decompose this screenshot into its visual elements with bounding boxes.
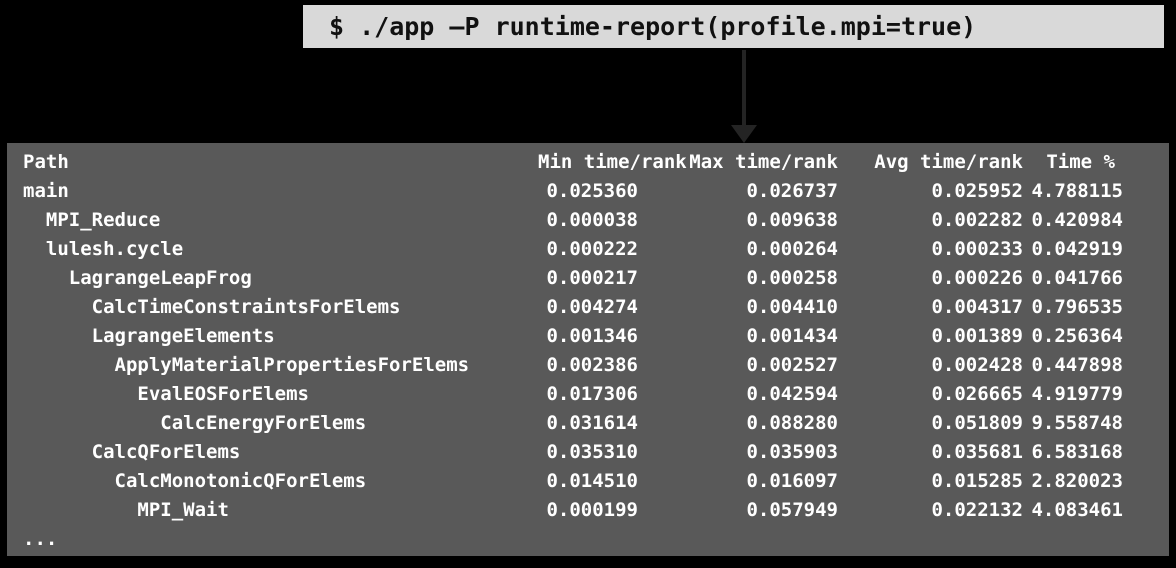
table-row: MPI_Reduce 0.000038 0.009638 0.002282 0.4209…	[23, 206, 1123, 235]
time-percent-cell: 0.041766	[1031, 267, 1123, 289]
avg-time-cell: 0.051809	[931, 412, 1023, 434]
min-time-cell: 0.014510	[546, 470, 638, 492]
runtime-report-table: Path Min time/rank Max time/rank Avg tim…	[23, 148, 1123, 554]
time-percent-cell: 4.788115	[1031, 180, 1123, 202]
avg-time-cell: 0.000226	[931, 267, 1023, 289]
max-time-cell: 0.016097	[746, 470, 838, 492]
column-header-avg-time-rank: Avg time/rank	[874, 151, 1023, 173]
table-body: main 0.025360 0.026737 0.025952 4.788115 MPI…	[23, 177, 1123, 554]
arrow-shaft	[742, 50, 746, 126]
table-row: CalcEnergyForElems 0.031614 0.088280 0.0518…	[23, 409, 1123, 438]
table-header-row: Path Min time/rank Max time/rank Avg tim…	[23, 148, 1123, 177]
avg-time-cell: 0.025952	[931, 180, 1023, 202]
column-header-path: Path	[23, 151, 69, 173]
path-cell: CalcQForElems	[23, 441, 241, 463]
min-time-cell: 0.004274	[546, 296, 638, 318]
max-time-cell: 0.035903	[746, 441, 838, 463]
table-row: LagrangeElements 0.001346 0.001434 0.001389…	[23, 322, 1123, 351]
max-time-cell: 0.026737	[746, 180, 838, 202]
min-time-cell: 0.000199	[546, 499, 638, 521]
max-time-cell: 0.000264	[746, 238, 838, 260]
time-percent-cell: 0.420984	[1031, 209, 1123, 231]
min-time-cell: 0.002386	[546, 354, 638, 376]
min-time-cell: 0.025360	[546, 180, 638, 202]
path-cell: ApplyMaterialPropertiesForElems	[23, 354, 470, 376]
arrow-head	[731, 125, 757, 143]
max-time-cell: 0.042594	[746, 383, 838, 405]
truncation-ellipsis: ...	[23, 528, 58, 550]
time-percent-cell: 6.583168	[1031, 441, 1123, 463]
time-percent-cell: 9.558748	[1031, 412, 1123, 434]
time-percent-cell: 4.083461	[1031, 499, 1123, 521]
path-cell: LagrangeElements	[23, 325, 275, 347]
path-cell: CalcMonotonicQForElems	[23, 470, 367, 492]
table-row: lulesh.cycle 0.000222 0.000264 0.000233 0.04…	[23, 235, 1123, 264]
table-row: MPI_Wait 0.000199 0.057949 0.022132 4.083461	[23, 496, 1123, 525]
avg-time-cell: 0.022132	[931, 499, 1023, 521]
max-time-cell: 0.000258	[746, 267, 838, 289]
path-cell: MPI_Reduce	[23, 209, 161, 231]
path-cell: main	[23, 180, 69, 202]
path-cell: LagrangeLeapFrog	[23, 267, 252, 289]
command-box: $ ./app –P runtime-report(profile.mpi=tr…	[303, 5, 1164, 48]
time-percent-cell: 4.919779	[1031, 383, 1123, 405]
table-row: LagrangeLeapFrog 0.000217 0.000258 0.000226…	[23, 264, 1123, 293]
column-header-time-percent: Time %	[1046, 151, 1115, 173]
table-row: ApplyMaterialPropertiesForElems 0.002386 0…	[23, 351, 1124, 380]
min-time-cell: 0.000222	[546, 238, 638, 260]
max-time-cell: 0.004410	[746, 296, 838, 318]
avg-time-cell: 0.002428	[931, 354, 1023, 376]
column-header-min-time-rank: Min time/rank	[538, 151, 687, 173]
path-cell: CalcEnergyForElems	[23, 412, 367, 434]
column-header-max-time-rank: Max time/rank	[689, 151, 838, 173]
table-row: CalcMonotonicQForElems 0.014510 0.016097 0.…	[23, 467, 1124, 496]
max-time-cell: 0.001434	[746, 325, 838, 347]
min-time-cell: 0.035310	[546, 441, 638, 463]
avg-time-cell: 0.000233	[931, 238, 1023, 260]
path-cell: lulesh.cycle	[23, 238, 184, 260]
min-time-cell: 0.017306	[546, 383, 638, 405]
command-text: $ ./app –P runtime-report(profile.mpi=tr…	[329, 12, 977, 41]
path-cell: CalcTimeConstraintsForElems	[23, 296, 401, 318]
time-percent-cell: 0.256364	[1031, 325, 1123, 347]
avg-time-cell: 0.035681	[931, 441, 1023, 463]
max-time-cell: 0.057949	[746, 499, 838, 521]
path-cell: EvalEOSForElems	[23, 383, 309, 405]
min-time-cell: 0.031614	[546, 412, 638, 434]
avg-time-cell: 0.002282	[931, 209, 1023, 231]
avg-time-cell: 0.001389	[931, 325, 1023, 347]
down-arrow-icon	[731, 50, 757, 143]
avg-time-cell: 0.026665	[931, 383, 1023, 405]
max-time-cell: 0.002527	[746, 354, 838, 376]
avg-time-cell: 0.015285	[931, 470, 1023, 492]
max-time-cell: 0.009638	[746, 209, 838, 231]
time-percent-cell: 0.796535	[1031, 296, 1123, 318]
table-row: EvalEOSForElems 0.017306 0.042594 0.026665 4…	[23, 380, 1123, 409]
table-row: CalcQForElems 0.035310 0.035903 0.035681 6.5…	[23, 438, 1123, 467]
table-row: main 0.025360 0.026737 0.025952 4.788115	[23, 177, 1123, 206]
min-time-cell: 0.001346	[546, 325, 638, 347]
table-row: CalcTimeConstraintsForElems 0.004274 0.004…	[23, 293, 1123, 322]
time-percent-cell: 0.042919	[1031, 238, 1123, 260]
time-percent-cell: 2.820023	[1031, 470, 1123, 492]
truncation-row: ...	[23, 525, 1123, 554]
max-time-cell: 0.088280	[746, 412, 838, 434]
path-cell: MPI_Wait	[23, 499, 229, 521]
avg-time-cell: 0.004317	[931, 296, 1023, 318]
min-time-cell: 0.000217	[546, 267, 638, 289]
terminal-output-panel: Path Min time/rank Max time/rank Avg tim…	[7, 143, 1169, 556]
min-time-cell: 0.000038	[546, 209, 638, 231]
time-percent-cell: 0.447898	[1031, 354, 1123, 376]
